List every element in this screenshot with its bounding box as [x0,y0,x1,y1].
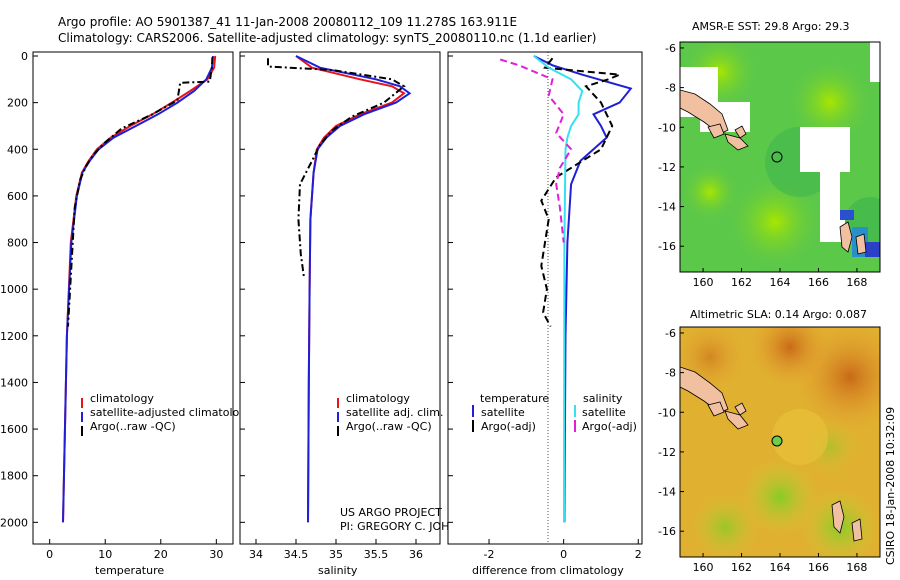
x-tick-label: 10 [98,548,112,561]
map-y-tick-label: -12 [658,446,676,459]
legend-label-satellite-adj: satellite adj. clim. [346,406,443,419]
legend-label-temp-argo: Argo(-adj) [481,420,536,433]
map-y-tick-label: -16 [658,525,676,538]
map-y-tick-label: -16 [658,240,676,253]
sst-map-title: AMSR-E SST: 29.8 Argo: 29.3 [692,20,850,33]
x-tick-label: -2 [484,548,495,561]
x-tick-label: 35.5 [364,548,389,561]
legend-label-sal-argo: Argo(-adj) [582,420,637,433]
map-y-tick-label: -12 [658,161,676,174]
legend-heading-salinity: salinity [583,392,623,405]
map-x-tick-label: 164 [770,561,791,574]
y-tick-label: 600 [7,190,28,203]
series-line [295,55,412,523]
map-y-tick-label: -10 [658,121,676,134]
series-line [540,57,620,327]
x-tick-label: 0 [46,548,53,561]
map-y-tick-label: -8 [665,367,676,380]
x-tick-label: 0 [560,548,567,561]
sla-map-panel: Altimetric SLA: 0.14 Argo: 0.087 160 162 1… [658,308,881,574]
x-tick-label: 2 [635,548,642,561]
map-x-tick-label: 162 [731,276,752,289]
sla-map-field [680,327,880,557]
map-x-tick-label: 168 [846,561,867,574]
x-tick-label: 34.5 [284,548,309,561]
series-line [499,58,573,243]
temperature-axes-frame [32,51,234,545]
salinity-ticks: 34 34.5 35 35.5 36 [240,55,423,561]
y-tick-label: 1400 [0,376,28,389]
temperature-ticks: 0 10 20 30 0 200 400 600 800 1000 1200 1400 1600 1800… [0,50,223,561]
legend-label-temp-satellite: satellite [481,406,525,419]
y-tick-label: 2000 [0,516,28,529]
map-x-tick-label: 166 [808,276,829,289]
salinity-panel: 34 34.5 35 35.5 36 salinity climatology sate… [239,51,481,577]
difference-legend: temperature satellite Argo(-adj) salinit… [472,392,637,433]
series-line [533,55,633,523]
temperature-legend: climatology satellite-adjusted climatolo… [81,392,253,436]
sst-map-panel: AMSR-E SST: 29.8 Argo: 29.3 [658,20,881,289]
map-y-tick-label: -8 [665,82,676,95]
credit-timestamp: CSIRO 18-Jan-2008 10:32:09 [884,407,897,565]
salinity-series [267,55,412,523]
legend-label-satellite-adjusted: satellite-adjusted climatology [90,406,253,419]
salinity-legend: climatology satellite adj. clim. Argo(..… [337,392,443,436]
legend-label-sal-satellite: satellite [582,406,626,419]
map-y-tick-label: -6 [665,42,676,55]
series-line [67,57,214,327]
x-tick-label: 30 [209,548,223,561]
x-tick-label: 35 [329,548,343,561]
difference-ticks: -2 0 2 [448,55,642,561]
y-tick-label: 800 [7,237,28,250]
y-tick-label: 1600 [0,423,28,436]
series-line [62,55,214,523]
map-y-tick-label: -14 [658,486,676,499]
map-x-tick-label: 160 [693,276,714,289]
salinity-axes-frame [239,51,441,545]
project-annotation: US ARGO PROJECT [340,506,442,519]
legend-label-argo: Argo(..raw -QC) [90,420,176,433]
map-y-tick-label: -14 [658,201,676,214]
salinity-xlabel: salinity [318,564,358,577]
temperature-xlabel: temperature [95,564,164,577]
y-tick-label: 400 [7,143,28,156]
x-tick-label: 20 [154,548,168,561]
series-line [533,55,584,523]
x-tick-label: 34 [249,548,263,561]
map-x-tick-label: 160 [693,561,714,574]
y-tick-label: 0 [21,50,28,63]
legend-label-climatology: climatology [346,392,410,405]
y-tick-label: 1800 [0,470,28,483]
pi-annotation: PI: GREGORY C. JOHNSON [340,520,481,533]
map-x-tick-label: 166 [808,561,829,574]
sst-map-ticks: 160 162 164 166 168 -6 -8 -10 -12 -14 -16 [658,42,867,289]
map-x-tick-label: 164 [770,276,791,289]
map-y-tick-label: -10 [658,406,676,419]
y-tick-label: 200 [7,97,28,110]
difference-panel: -2 0 2 difference from climatology tempera… [447,51,643,577]
map-y-tick-label: -6 [665,327,676,340]
sst-map-field [680,42,880,272]
x-tick-label: 36 [409,548,423,561]
temperature-series [62,55,217,523]
map-x-tick-label: 168 [846,276,867,289]
legend-label-climatology: climatology [90,392,154,405]
map-x-tick-label: 162 [731,561,752,574]
difference-series [499,55,633,523]
figure-title-line2: Climatology: CARS2006. Satellite-adjuste… [58,31,596,45]
difference-xlabel: difference from climatology [472,564,624,577]
figure-title-line1: Argo profile: AO 5901387_41 11-Jan-2008 … [58,15,517,29]
sla-map-title: Altimetric SLA: 0.14 Argo: 0.087 [690,308,867,321]
legend-heading-temperature: temperature [480,392,549,405]
y-tick-label: 1200 [0,330,28,343]
y-tick-label: 1000 [0,283,28,296]
temperature-panel: 0 10 20 30 0 200 400 600 800 1000 1200 1400 1600 1800… [0,50,253,577]
legend-label-argo: Argo(..raw -QC) [346,420,432,433]
sla-map-ticks: 160 162 164 166 168 -6 -8 -10 -12 -14 -16 [658,327,867,574]
